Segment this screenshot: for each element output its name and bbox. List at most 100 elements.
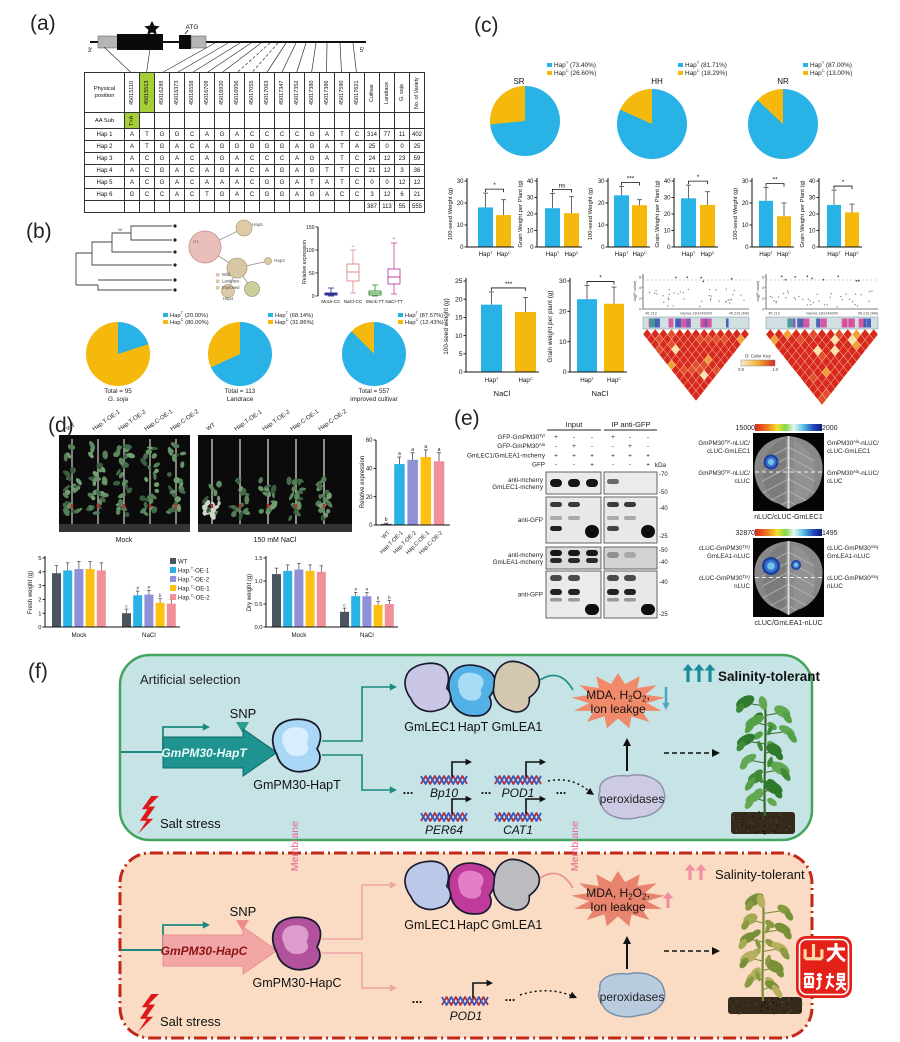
- svg-text:45.212: 45.212: [768, 312, 780, 316]
- svg-text:HapT: HapT: [546, 251, 560, 258]
- svg-text:-40: -40: [659, 506, 668, 512]
- svg-text:POD1: POD1: [450, 1009, 483, 1023]
- svg-text:Grain Weight per Plant (g): Grain Weight per Plant (g): [800, 180, 806, 247]
- svg-text:150: 150: [306, 225, 315, 231]
- svg-text:Mock: Mock: [292, 632, 308, 639]
- svg-text:SNP: SNP: [230, 904, 257, 919]
- svg-text:-log(P-value): -log(P-value): [633, 280, 637, 302]
- svg-text:100-seed weight (g): 100-seed weight (g): [443, 298, 450, 354]
- svg-text:Grain Weight per Plant (g): Grain Weight per Plant (g): [655, 180, 661, 247]
- svg-text:-: -: [555, 462, 557, 469]
- svg-text:-: -: [612, 462, 614, 469]
- svg-text:NR: NR: [777, 77, 789, 86]
- svg-text:HapT: HapT: [759, 251, 773, 258]
- svg-text:GmLEC1: GmLEC1: [404, 918, 455, 932]
- svg-text:0: 0: [459, 369, 463, 376]
- svg-text:45.216 (Mb): 45.216 (Mb): [729, 312, 750, 316]
- svg-text:Bp10: Bp10: [430, 786, 458, 800]
- svg-text:-25: -25: [659, 612, 668, 618]
- svg-text:2: 2: [762, 297, 764, 301]
- svg-text:c: c: [343, 603, 346, 608]
- svg-text:*: *: [599, 275, 602, 282]
- svg-text:cLUC-GmLEC1: cLUC-GmLEC1: [827, 448, 871, 455]
- svg-text:+: +: [628, 443, 632, 450]
- svg-text:**: **: [772, 177, 778, 184]
- svg-text:GmPM30-HapT: GmPM30-HapT: [253, 778, 341, 792]
- svg-text:15000: 15000: [736, 425, 756, 432]
- svg-text:6: 6: [639, 276, 641, 280]
- svg-text:+: +: [611, 452, 615, 459]
- svg-text:0: 0: [38, 625, 41, 631]
- svg-text:HapC: HapC: [496, 251, 510, 258]
- svg-text:-: -: [573, 434, 575, 441]
- svg-text:+: +: [554, 434, 558, 441]
- svg-text:0.0: 0.0: [738, 367, 744, 372]
- svg-text:30: 30: [527, 196, 534, 202]
- svg-text:#: #: [354, 587, 357, 592]
- svg-text:WT: WT: [66, 422, 77, 432]
- svg-text:GmPM30Ala-nLUC/: GmPM30Ala-nLUC/: [827, 469, 879, 477]
- svg-text:+: +: [611, 434, 615, 441]
- svg-text:Landrace: Landrace: [222, 279, 240, 284]
- svg-text:GmPM30-HapC: GmPM30-HapC: [161, 944, 248, 958]
- svg-text:-log(P-value): -log(P-value): [756, 280, 760, 302]
- svg-text:-25: -25: [659, 534, 668, 540]
- svg-text:Salinity-tolerant: Salinity-tolerant: [718, 669, 821, 684]
- svg-text:Ion leakge: Ion leakge: [590, 702, 646, 716]
- svg-text:NaCl-CC: NaCl-CC: [344, 299, 363, 304]
- svg-text:+: +: [590, 462, 594, 469]
- svg-text:0: 0: [369, 523, 373, 529]
- svg-text:-50: -50: [659, 548, 668, 554]
- svg-text:0: 0: [667, 245, 671, 251]
- svg-text:cLUC: cLUC: [827, 478, 843, 485]
- svg-text:...: ...: [412, 991, 423, 1006]
- svg-text:10: 10: [527, 229, 534, 235]
- svg-text:0: 0: [530, 245, 534, 251]
- svg-text:NaCl: NaCl: [142, 632, 156, 639]
- svg-text:Mock: Mock: [72, 632, 88, 639]
- svg-text:2: 2: [639, 297, 641, 301]
- svg-text:0: 0: [639, 308, 641, 312]
- svg-text:+: +: [646, 452, 650, 459]
- svg-text:GmPM30Ala-nLUC/: GmPM30Ala-nLUC/: [827, 439, 879, 447]
- svg-text:...: ...: [505, 989, 516, 1004]
- svg-text:cLUC/GmLEA1-nLUC: cLUC/GmLEA1-nLUC: [754, 620, 822, 627]
- svg-text:-: -: [629, 434, 631, 441]
- svg-text:Ion leakge: Ion leakge: [590, 900, 646, 914]
- svg-text:30: 30: [598, 179, 605, 185]
- svg-text:GmLEA1-mcherry: GmLEA1-mcherry: [493, 559, 544, 566]
- svg-text:HapC: HapC: [632, 251, 646, 258]
- svg-text:Hap.C-OE-2: Hap.C-OE-2: [318, 408, 349, 432]
- svg-text:Hap4: Hap4: [223, 296, 234, 301]
- svg-text:5: 5: [459, 351, 463, 358]
- svg-text:GFP-GmPM30Ala: GFP-GmPM30Ala: [497, 442, 545, 450]
- svg-text:HapC: HapC: [564, 251, 578, 258]
- svg-text:b: b: [388, 595, 391, 600]
- svg-text:Hap.T-OE-1: Hap.T-OE-1: [92, 409, 122, 433]
- svg-text:4: 4: [38, 570, 42, 576]
- svg-text:*: *: [697, 174, 700, 181]
- svg-text:Input: Input: [566, 420, 584, 429]
- svg-text:GFP: GFP: [532, 462, 545, 469]
- svg-text:0: 0: [460, 245, 464, 251]
- svg-text:a: a: [438, 447, 441, 453]
- svg-text:b: b: [159, 593, 162, 598]
- svg-text:+: +: [572, 452, 576, 459]
- svg-text:GmLEC1-mcherry: GmLEC1-mcherry: [492, 484, 544, 491]
- svg-text:15: 15: [455, 315, 463, 322]
- svg-text:-: -: [647, 443, 649, 450]
- svg-text:+: +: [590, 452, 594, 459]
- svg-text:4: 4: [762, 286, 764, 290]
- svg-text:cLUC-GmPM30Ala/: cLUC-GmPM30Ala/: [827, 544, 879, 552]
- svg-text:SR: SR: [513, 77, 524, 86]
- svg-text:-70: -70: [659, 472, 668, 478]
- svg-text:Fresh weight (g): Fresh weight (g): [28, 571, 34, 614]
- svg-text:100: 100: [306, 248, 315, 254]
- svg-text:Relative expression: Relative expression: [360, 456, 366, 508]
- svg-text:60: 60: [366, 438, 373, 444]
- svg-text:SNP: SNP: [230, 706, 257, 721]
- svg-text:*: *: [493, 182, 496, 189]
- svg-text:ATG: ATG: [186, 24, 199, 31]
- svg-text:Wild: Wild: [222, 272, 231, 277]
- svg-text:Hap.T-OE-1: Hap.T-OE-1: [234, 409, 264, 433]
